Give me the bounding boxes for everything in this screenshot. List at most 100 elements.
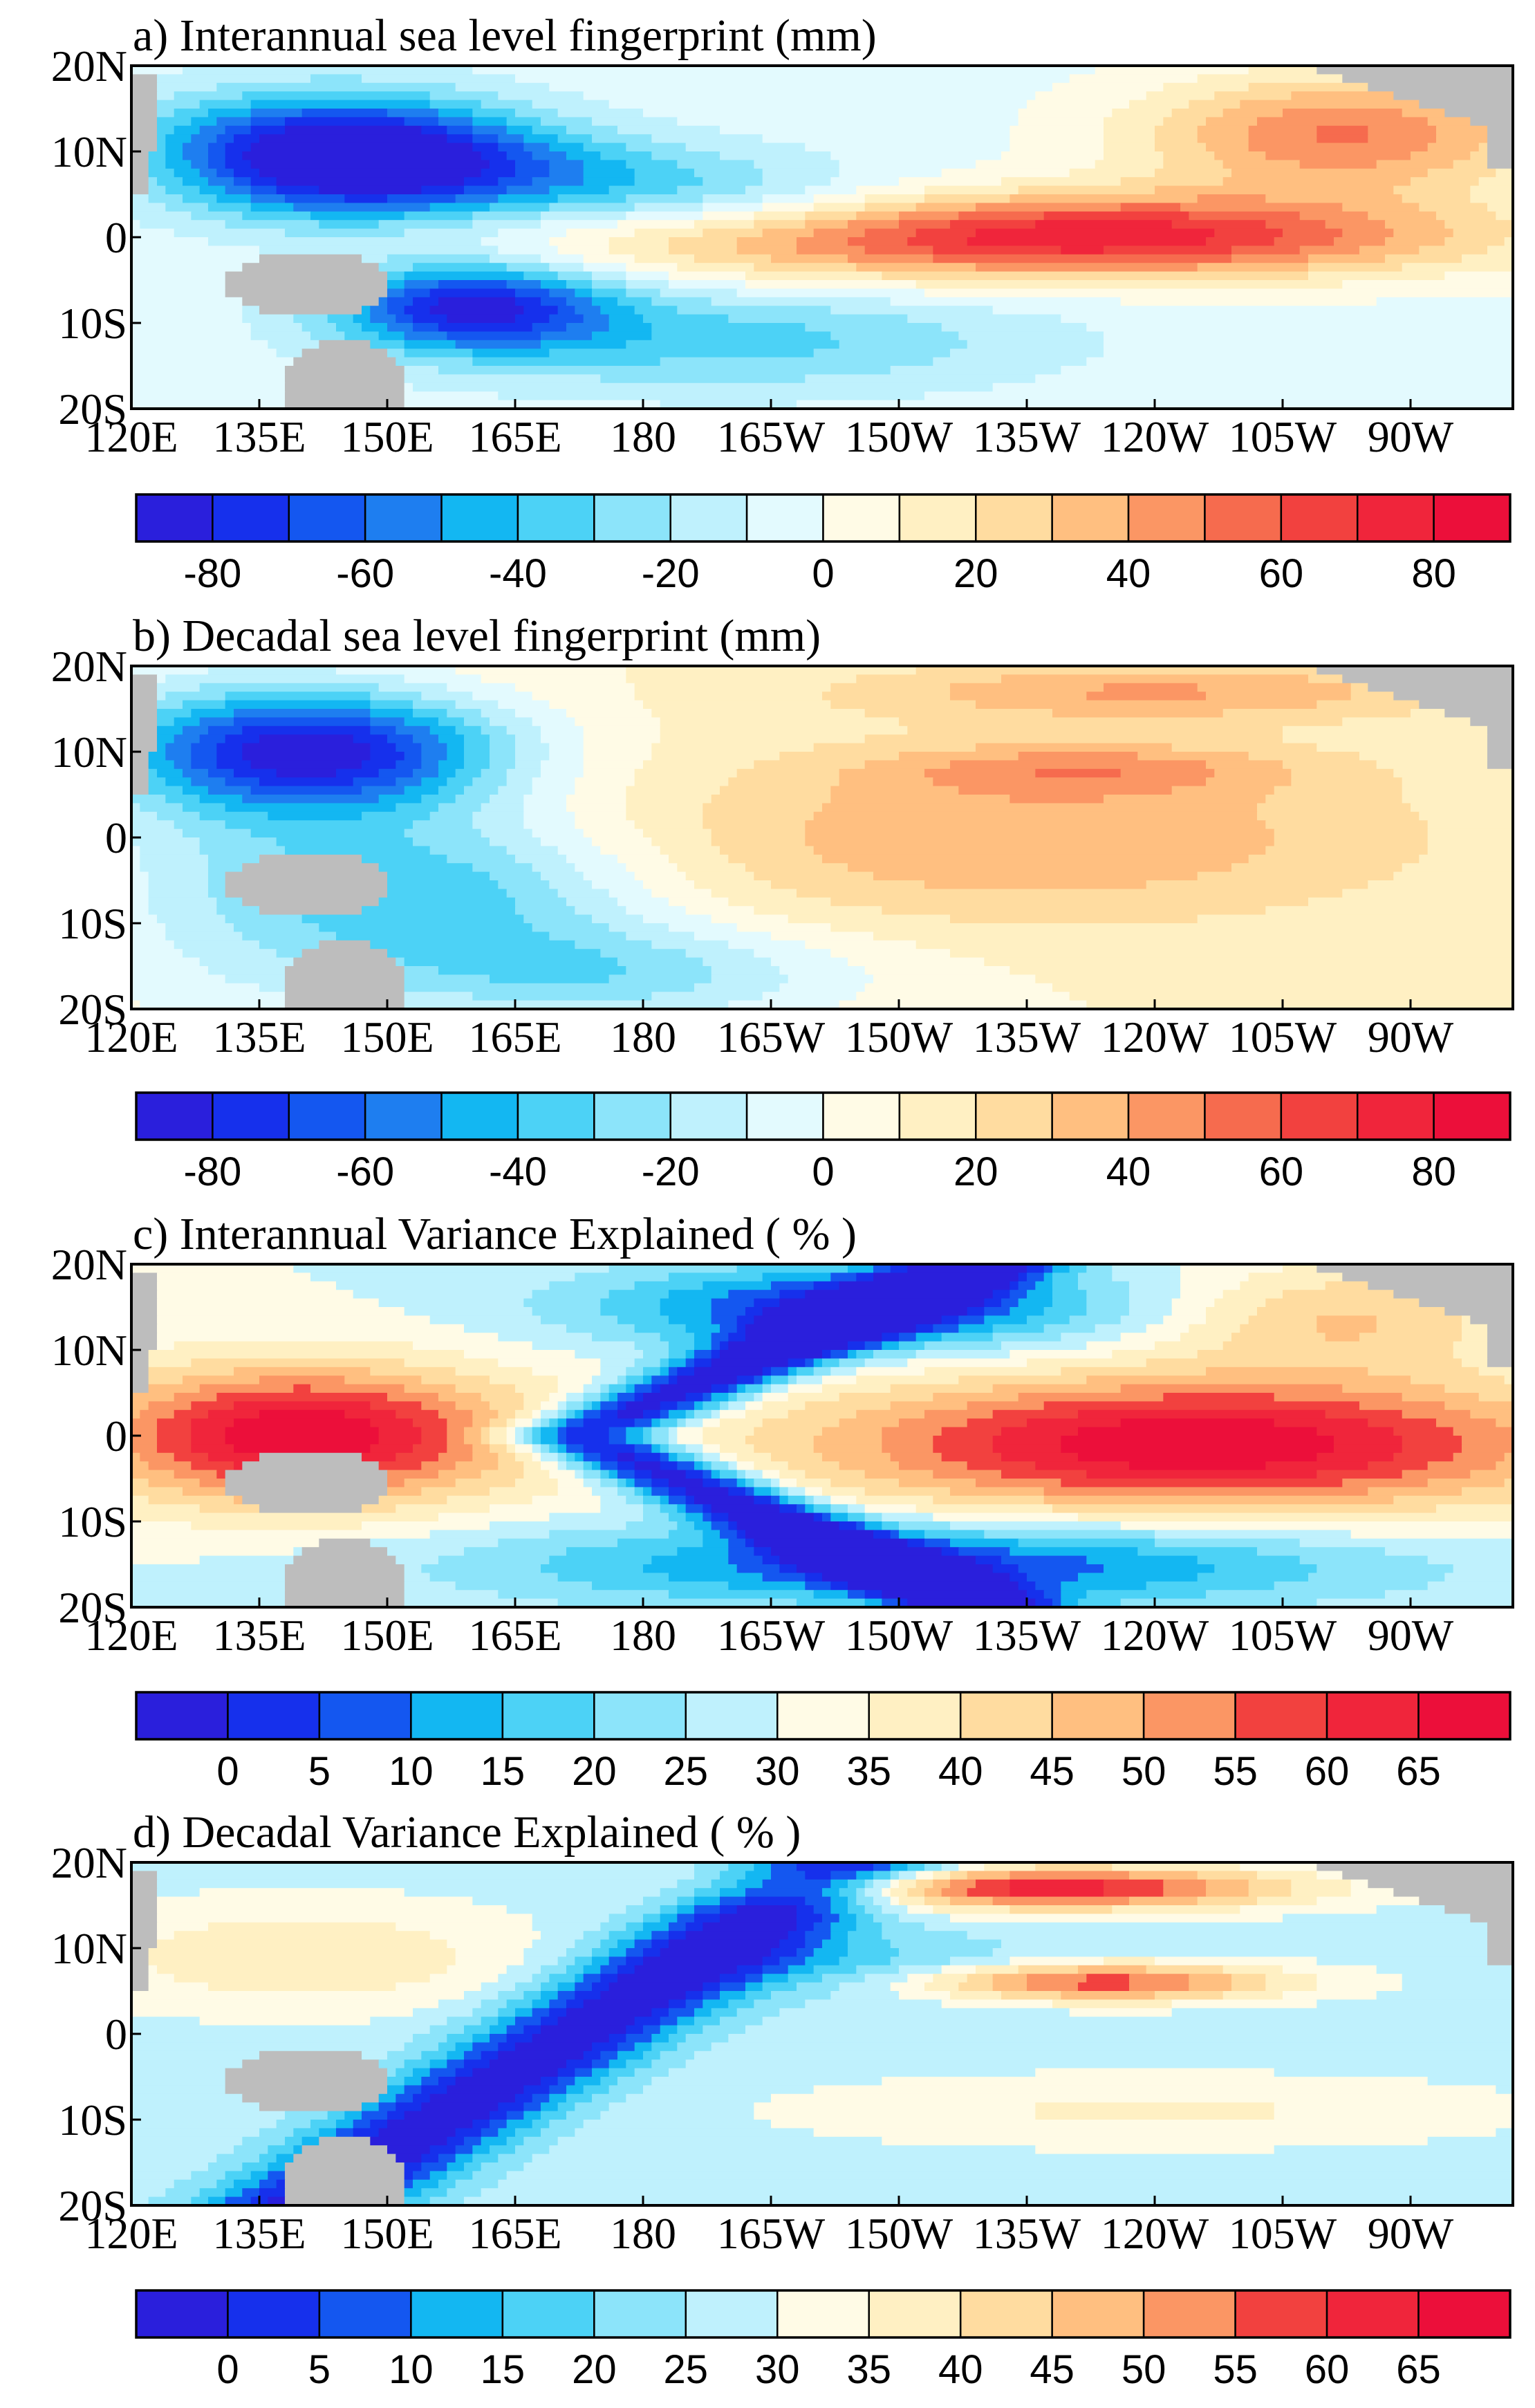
colorbar-bin	[1280, 1091, 1359, 1141]
heatmap-cell	[873, 1862, 891, 1872]
heatmap-cell	[165, 777, 192, 787]
heatmap-cell	[250, 786, 362, 795]
heatmap-cell	[293, 2154, 397, 2163]
heatmap-cell	[592, 2042, 618, 2052]
heatmap-cell	[592, 117, 678, 127]
heatmap-cell	[600, 1479, 618, 1488]
heatmap-cell	[805, 1290, 994, 1299]
heatmap-cell	[1104, 1956, 1155, 1966]
heatmap-cell	[429, 2093, 516, 2103]
heatmap-cell	[1155, 1341, 1224, 1351]
heatmap-cell	[873, 974, 1036, 984]
heatmap-cell	[1376, 297, 1513, 306]
heatmap-cell	[728, 940, 806, 950]
heatmap-cell	[600, 1461, 618, 1471]
heatmap-cell	[447, 743, 465, 752]
heatmap-cell	[736, 1452, 772, 1462]
heatmap-cell	[1265, 1982, 1318, 1992]
heatmap-cell	[711, 1358, 789, 1368]
heatmap-cell	[1393, 768, 1513, 778]
heatmap-cell	[1129, 1982, 1190, 1992]
heatmap-cell	[259, 2179, 277, 2189]
heatmap-cell	[157, 1427, 192, 1436]
heatmap-cell	[131, 1298, 158, 1308]
heatmap-cell	[557, 1401, 567, 1411]
heatmap-cell	[720, 1452, 738, 1462]
heatmap-cell	[736, 1965, 763, 1974]
heatmap-cell	[523, 1393, 550, 1402]
heatmap-cell	[396, 357, 474, 367]
heatmap-cell	[779, 1939, 806, 1949]
heatmap-cell	[498, 2179, 1513, 2189]
heatmap-cell	[703, 203, 763, 212]
heatmap-cell	[131, 1401, 149, 1411]
heatmap-cell	[736, 1264, 848, 1274]
heatmap-cell	[523, 306, 559, 315]
heatmap-cell	[1197, 1350, 1454, 1360]
heatmap-cell	[557, 109, 644, 118]
heatmap-cell	[685, 1393, 704, 1402]
heatmap-cell	[669, 1350, 687, 1360]
heatmap-cell	[634, 306, 678, 315]
heatmap-cell	[754, 2111, 1036, 2120]
heatmap-cell	[669, 854, 729, 864]
x-tick-label: 105W	[1229, 2209, 1337, 2258]
heatmap-cell	[131, 1418, 158, 1428]
heatmap-cell	[242, 795, 380, 804]
heatmap-cell	[600, 1401, 618, 1411]
heatmap-cell	[353, 2128, 380, 2138]
heatmap-cell	[771, 1862, 797, 1872]
heatmap-cell	[1462, 1315, 1471, 1325]
heatmap-cell	[549, 1974, 576, 1983]
heatmap-cell	[779, 1564, 797, 1574]
heatmap-cell	[131, 1350, 149, 1360]
heatmap-cell	[285, 1000, 405, 1009]
heatmap-cell	[762, 134, 1011, 144]
heatmap-cell	[165, 203, 209, 212]
heatmap-cell	[183, 66, 474, 75]
heatmap-cell	[583, 1974, 602, 1983]
heatmap-cell	[933, 1470, 1002, 1479]
heatmap-cell	[131, 923, 167, 933]
heatmap-cell	[131, 134, 158, 144]
colorbar-tick-label: 50	[1122, 2347, 1166, 2392]
heatmap-cell	[429, 2145, 456, 2155]
heatmap-cell	[762, 1982, 797, 1992]
heatmap-cell	[677, 1896, 695, 1906]
heatmap-cell	[1487, 151, 1513, 161]
heatmap-cell	[404, 983, 695, 992]
heatmap-cell	[600, 151, 653, 161]
heatmap-cell	[523, 803, 567, 813]
heatmap-cell	[1163, 1315, 1207, 1325]
heatmap-cell	[711, 1409, 720, 1419]
heatmap-cell	[199, 683, 380, 692]
heatmap-cell	[404, 717, 439, 727]
heatmap-cell	[941, 1315, 960, 1325]
heatmap-cell	[583, 1401, 593, 1411]
heatmap-cell	[1402, 863, 1513, 873]
heatmap-cell	[728, 2034, 1513, 2044]
colorbar-bin	[501, 2289, 595, 2339]
heatmap-cell	[541, 220, 618, 230]
heatmap-cell	[736, 1324, 746, 1333]
heatmap-cell	[1120, 203, 1181, 212]
heatmap-cell	[1308, 674, 1343, 684]
heatmap-cell	[703, 1999, 729, 2009]
heatmap-cell	[992, 1948, 1488, 1958]
heatmap-cell	[455, 2042, 474, 2052]
heatmap-cell	[941, 323, 1088, 333]
heatmap-cell	[1274, 2068, 1513, 2077]
heatmap-cell	[319, 340, 371, 349]
heatmap-cell	[396, 2102, 422, 2112]
heatmap-cell	[805, 1487, 823, 1497]
heatmap-cell	[720, 1905, 738, 1915]
heatmap-cell	[421, 1427, 448, 1436]
heatmap-cell	[950, 949, 1513, 958]
heatmap-cell	[1214, 228, 1283, 238]
heatmap-cell	[208, 880, 226, 890]
heatmap-cell	[873, 871, 1198, 881]
colorbar: -80 -60 -40 -20 0 20 40 60 80	[135, 493, 1511, 596]
heatmap-cell	[1265, 906, 1513, 916]
colorbar-bin	[227, 2289, 321, 2339]
heatmap-cell	[157, 117, 192, 127]
